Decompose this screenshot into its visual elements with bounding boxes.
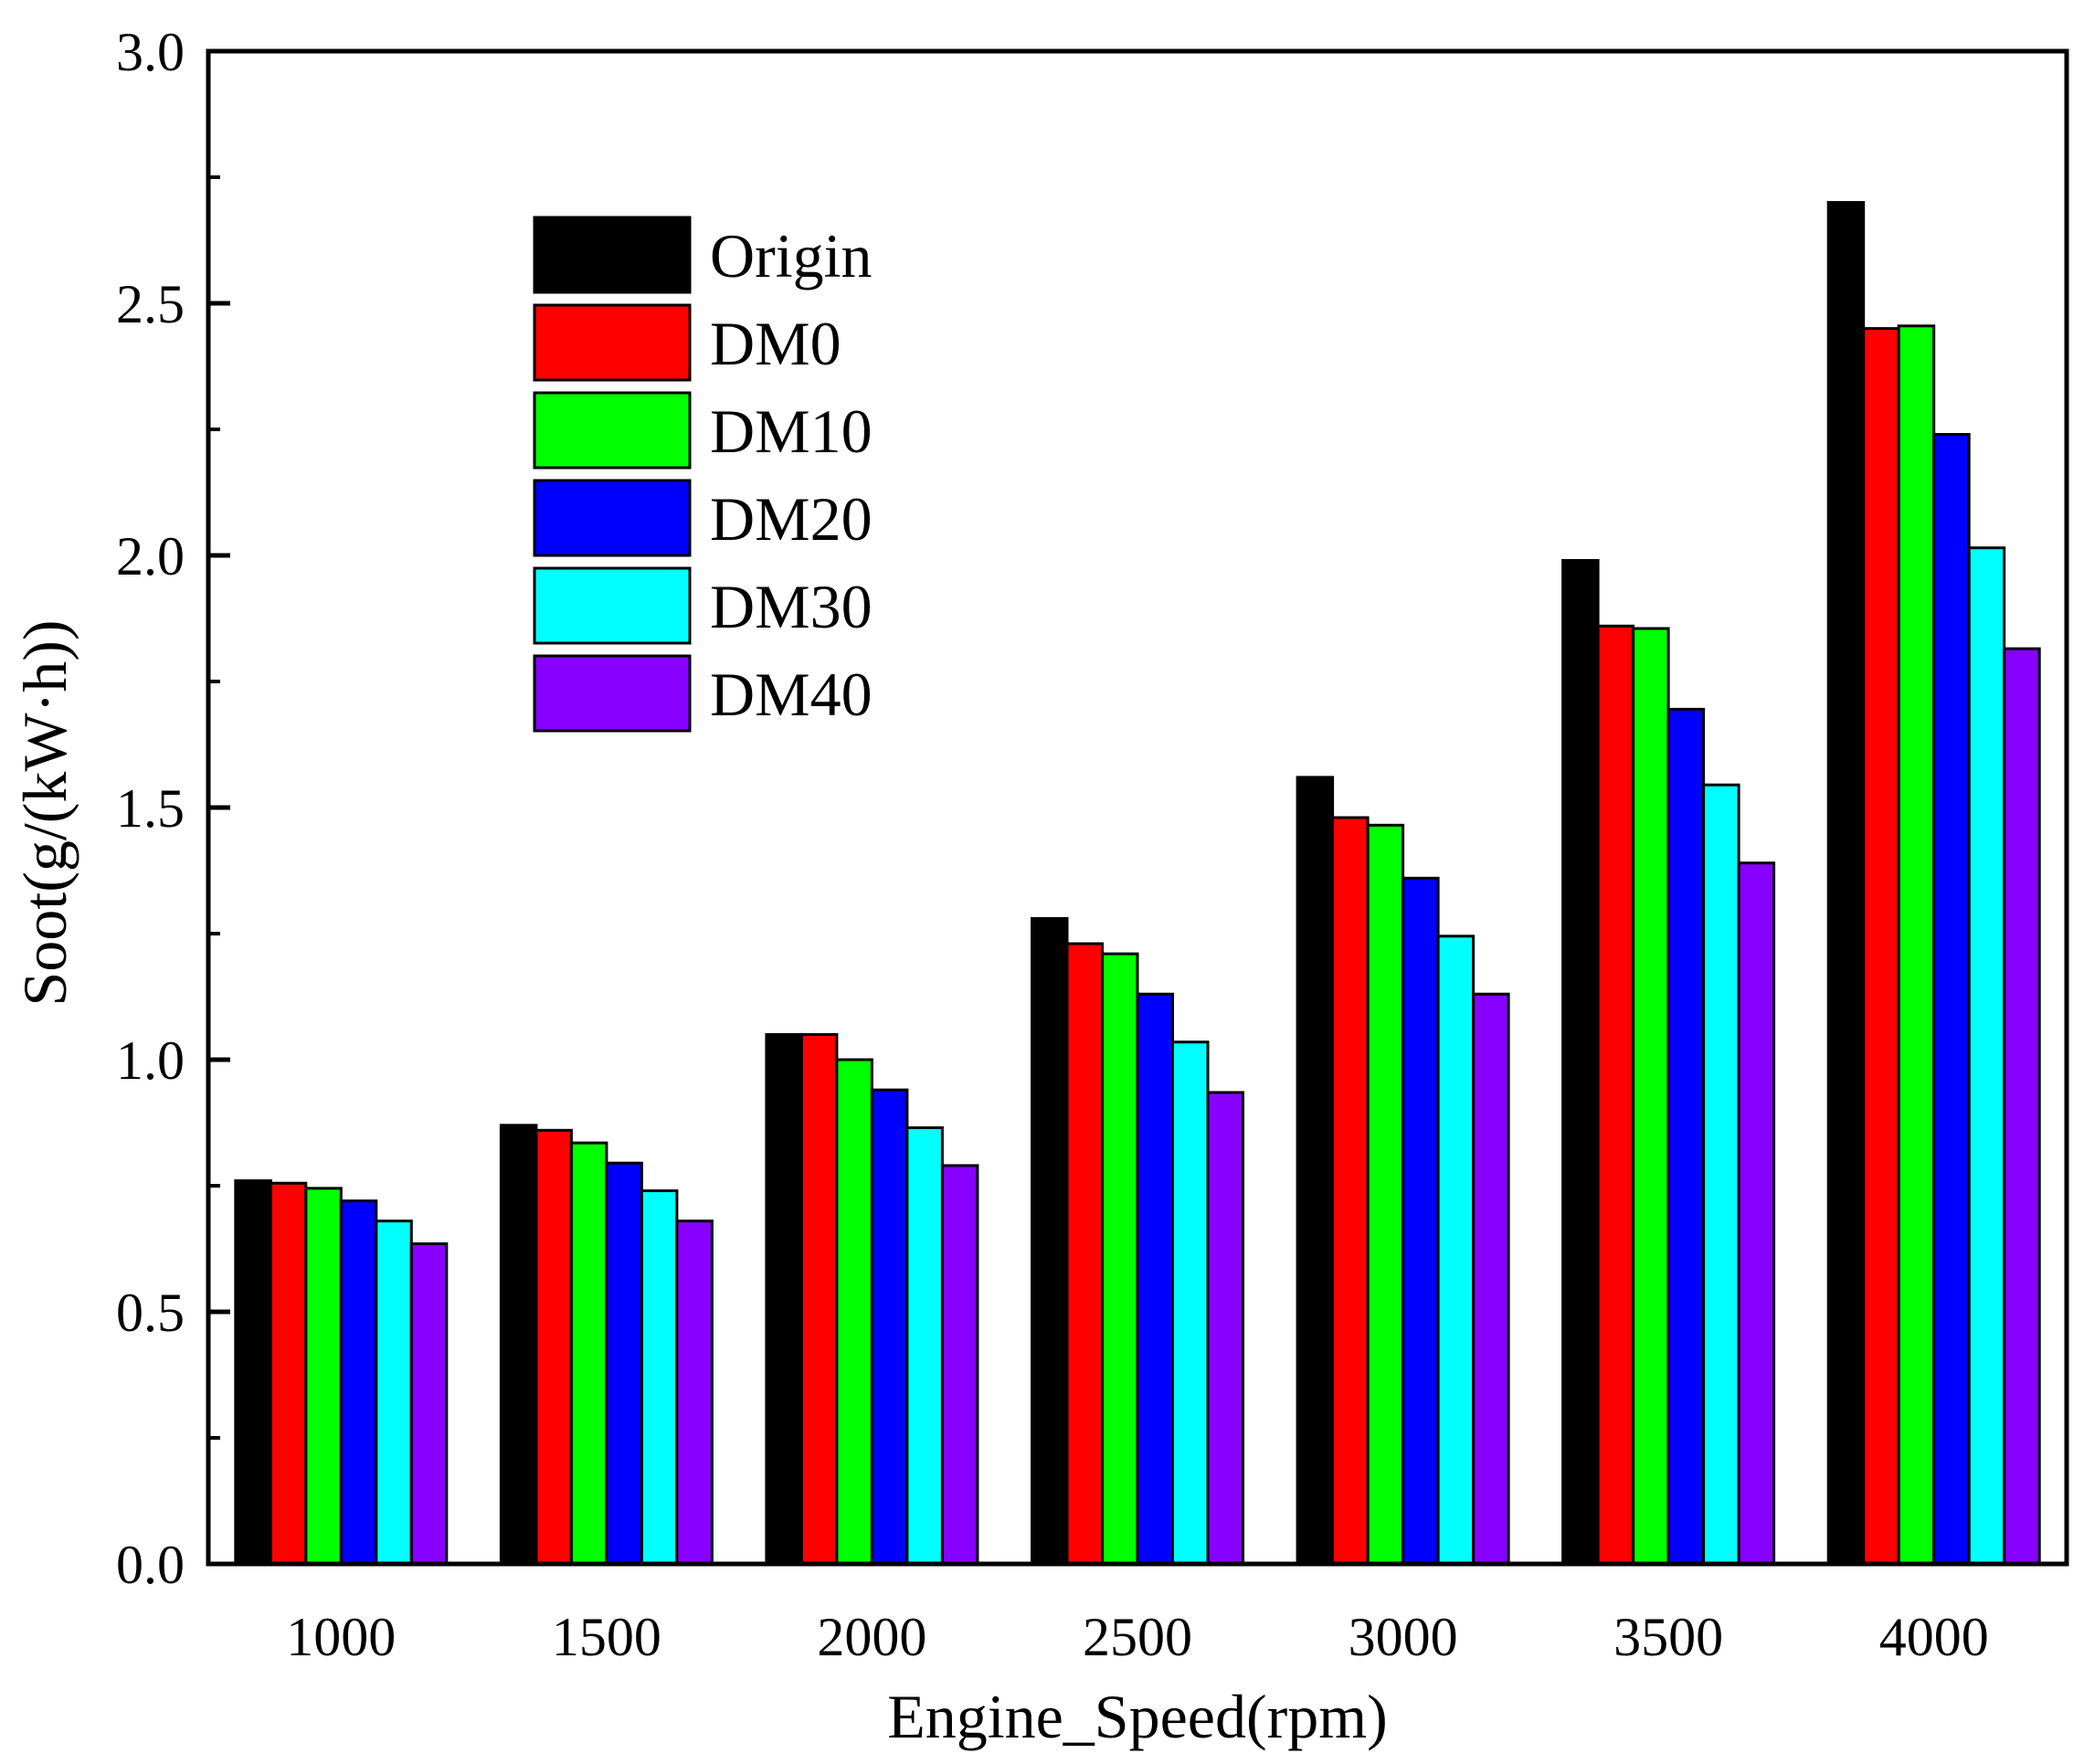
- legend-label-dm0: DM0: [710, 309, 841, 378]
- bar-dm30-2000: [905, 1126, 944, 1566]
- bar-dm20-2000: [870, 1088, 909, 1566]
- bar-dm40-1500: [675, 1220, 714, 1566]
- y-tick-label: 0.0: [116, 1535, 185, 1595]
- bar-dm10-1500: [569, 1141, 608, 1566]
- x-tick-label: 3000: [1349, 1607, 1458, 1667]
- legend-label-dm30: DM30: [710, 572, 873, 641]
- x-tick-label: 2500: [1083, 1607, 1192, 1667]
- bar-dm10-4000: [1897, 324, 1936, 1566]
- bar-dm10-2500: [1101, 952, 1139, 1566]
- legend-label-origin: Origin: [710, 221, 873, 290]
- legend-swatch-dm0: [533, 303, 692, 382]
- bar-dm40-3500: [1737, 861, 1776, 1566]
- axes-layer: 0.0 0.5 1.0 1.5 2.0 2.5 3.0 1000 1500 2000 2500 300…: [116, 22, 2069, 1667]
- bar-dm40-2000: [940, 1164, 979, 1566]
- legend-swatch-dm20: [533, 479, 692, 557]
- legend: Origin DM0 DM10 DM20 DM30 DM40: [533, 216, 873, 733]
- bar-dm0-3000: [1331, 816, 1370, 1566]
- bar-dm0-1500: [534, 1128, 573, 1566]
- bar-dm10-3500: [1632, 627, 1670, 1566]
- bar-dm0-3500: [1596, 624, 1635, 1566]
- bar-dm20-1000: [339, 1199, 378, 1566]
- y-tick-label: 1.0: [116, 1030, 185, 1091]
- bar-origin-1000: [234, 1179, 272, 1566]
- bars-layer: [234, 201, 2041, 1566]
- bar-dm20-2500: [1136, 992, 1174, 1566]
- bar-dm40-3000: [1472, 992, 1510, 1566]
- legend-swatch-dm40: [533, 654, 692, 733]
- bar-origin-3500: [1561, 559, 1600, 1566]
- bar-dm0-4000: [1862, 327, 1900, 1566]
- bar-dm20-3000: [1402, 876, 1440, 1566]
- legend-label-dm40: DM40: [710, 660, 873, 729]
- bar-origin-3000: [1296, 776, 1335, 1566]
- bar-dm30-3000: [1436, 935, 1476, 1566]
- bar-dm40-4000: [2003, 647, 2041, 1566]
- bar-origin-4000: [1826, 201, 1866, 1566]
- bar-dm30-1000: [375, 1220, 413, 1566]
- bar-dm10-1000: [304, 1187, 343, 1566]
- x-tick-label: 3500: [1613, 1607, 1723, 1667]
- x-tick-label: 1000: [286, 1607, 396, 1667]
- bar-dm10-2000: [835, 1058, 873, 1566]
- bar-origin-1500: [499, 1124, 538, 1566]
- x-tick-label: 2000: [817, 1607, 926, 1667]
- legend-swatch-dm10: [533, 391, 692, 470]
- legend-swatch-origin: [533, 216, 692, 294]
- x-tick-label: 4000: [1879, 1607, 1989, 1667]
- bar-dm30-1500: [640, 1189, 679, 1566]
- bar-dm30-4000: [1967, 546, 2006, 1566]
- bar-dm0-1000: [269, 1181, 308, 1566]
- legend-label-dm20: DM20: [710, 484, 873, 554]
- legend-label-dm10: DM10: [710, 396, 873, 466]
- bar-origin-2000: [765, 1032, 803, 1566]
- bar-dm20-1500: [605, 1161, 643, 1566]
- bar-dm0-2000: [799, 1032, 839, 1566]
- y-tick-label: 1.5: [116, 778, 185, 839]
- y-tick-label: 0.5: [116, 1283, 185, 1343]
- y-tick-label: 2.5: [116, 274, 185, 334]
- legend-swatch-dm30: [533, 566, 692, 645]
- x-tick-label: 1500: [552, 1607, 661, 1667]
- bar-dm30-3500: [1702, 783, 1740, 1566]
- y-tick-label: 2.0: [116, 526, 185, 586]
- bar-dm40-1000: [409, 1242, 449, 1566]
- bar-dm20-3500: [1666, 707, 1706, 1566]
- y-axis-title: Soot(g/(kW·h)): [10, 619, 79, 1006]
- bar-dm30-2500: [1171, 1040, 1210, 1566]
- y-tick-label: 3.0: [116, 22, 185, 82]
- x-axis-title: Engine_Speed(rpm): [887, 1682, 1388, 1751]
- bar-dm20-4000: [1932, 433, 1971, 1566]
- bar-dm0-2500: [1065, 942, 1104, 1566]
- bar-origin-2500: [1031, 916, 1069, 1566]
- bar-dm10-3000: [1366, 823, 1405, 1566]
- bar-dm40-2500: [1206, 1091, 1244, 1566]
